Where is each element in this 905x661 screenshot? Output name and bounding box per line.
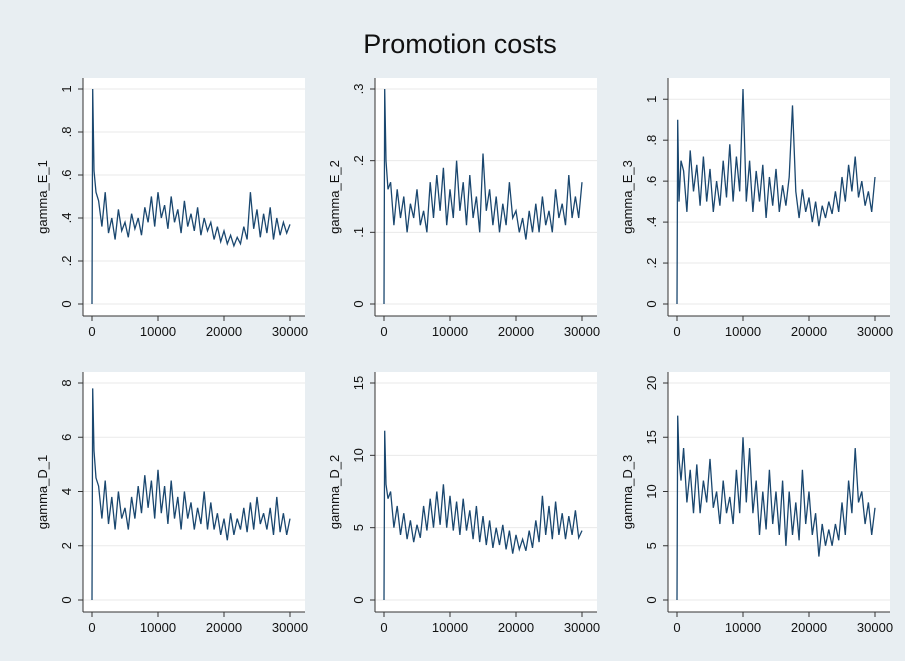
y-axis-label: gamma_E_3 [620, 160, 635, 234]
trace-line [383, 430, 583, 601]
y-axis-label: gamma_E_2 [327, 160, 342, 234]
y-axis-label: gamma_D_3 [620, 455, 635, 529]
y-axis-label: gamma_D_2 [327, 455, 342, 529]
y-tick-label: 0 [644, 596, 659, 603]
trace-line [383, 88, 583, 305]
trace-line [91, 88, 291, 305]
y-tick-label: .2 [351, 155, 366, 166]
y-tick-label: 20 [644, 376, 659, 390]
y-tick-label: 0 [59, 300, 74, 307]
x-tick-label: 30000 [857, 324, 893, 339]
y-tick-label: 1 [644, 96, 659, 103]
y-axis-label: gamma_E_1 [35, 160, 50, 234]
y-tick-label: .1 [351, 227, 366, 238]
y-tick-label: 1 [59, 85, 74, 92]
x-tick-label: 30000 [564, 324, 600, 339]
x-tick-label: 0 [380, 620, 387, 635]
x-tick-label: 0 [88, 620, 95, 635]
figure-title: Promotion costs [363, 29, 557, 59]
y-tick-label: 2 [59, 542, 74, 549]
y-tick-label: .2 [644, 258, 659, 269]
plot-area [83, 78, 305, 316]
y-tick-label: 0 [644, 300, 659, 307]
y-tick-label: 0 [59, 596, 74, 603]
y-tick-label: .4 [644, 217, 659, 228]
x-tick-label: 20000 [206, 324, 242, 339]
trace-line [676, 88, 876, 305]
y-tick-label: 0 [351, 300, 366, 307]
x-tick-label: 30000 [857, 620, 893, 635]
x-tick-label: 10000 [140, 620, 176, 635]
y-tick-label: 0 [351, 596, 366, 603]
x-tick-label: 30000 [564, 620, 600, 635]
x-tick-label: 10000 [432, 620, 468, 635]
y-tick-label: .6 [59, 170, 74, 181]
x-tick-label: 0 [88, 324, 95, 339]
x-tick-label: 10000 [432, 324, 468, 339]
trace-line [91, 388, 291, 601]
x-tick-label: 20000 [791, 324, 827, 339]
plot-area [375, 372, 597, 612]
y-tick-label: 5 [351, 524, 366, 531]
y-tick-label: .8 [644, 135, 659, 146]
y-tick-label: 8 [59, 379, 74, 386]
x-tick-label: 0 [673, 620, 680, 635]
y-tick-label: 15 [644, 430, 659, 444]
x-tick-label: 20000 [498, 324, 534, 339]
y-tick-label: 10 [351, 448, 366, 462]
y-tick-label: .4 [59, 213, 74, 224]
x-tick-label: 30000 [272, 620, 308, 635]
x-tick-label: 30000 [272, 324, 308, 339]
x-tick-label: 10000 [140, 324, 176, 339]
y-tick-label: .2 [59, 256, 74, 267]
trace-line [676, 415, 876, 601]
x-tick-label: 0 [673, 324, 680, 339]
y-axis-label: gamma_D_1 [35, 455, 50, 529]
x-tick-label: 20000 [206, 620, 242, 635]
x-tick-label: 10000 [725, 620, 761, 635]
y-tick-label: 4 [59, 488, 74, 495]
y-tick-label: 10 [644, 484, 659, 498]
x-tick-label: 20000 [791, 620, 827, 635]
x-tick-label: 10000 [725, 324, 761, 339]
x-tick-label: 0 [380, 324, 387, 339]
x-tick-label: 20000 [498, 620, 534, 635]
y-tick-label: 15 [351, 376, 366, 390]
plot-area [668, 78, 890, 316]
y-tick-label: 6 [59, 434, 74, 441]
y-tick-label: .3 [351, 84, 366, 95]
y-tick-label: .6 [644, 176, 659, 187]
y-tick-label: .8 [59, 127, 74, 138]
y-tick-label: 5 [644, 542, 659, 549]
